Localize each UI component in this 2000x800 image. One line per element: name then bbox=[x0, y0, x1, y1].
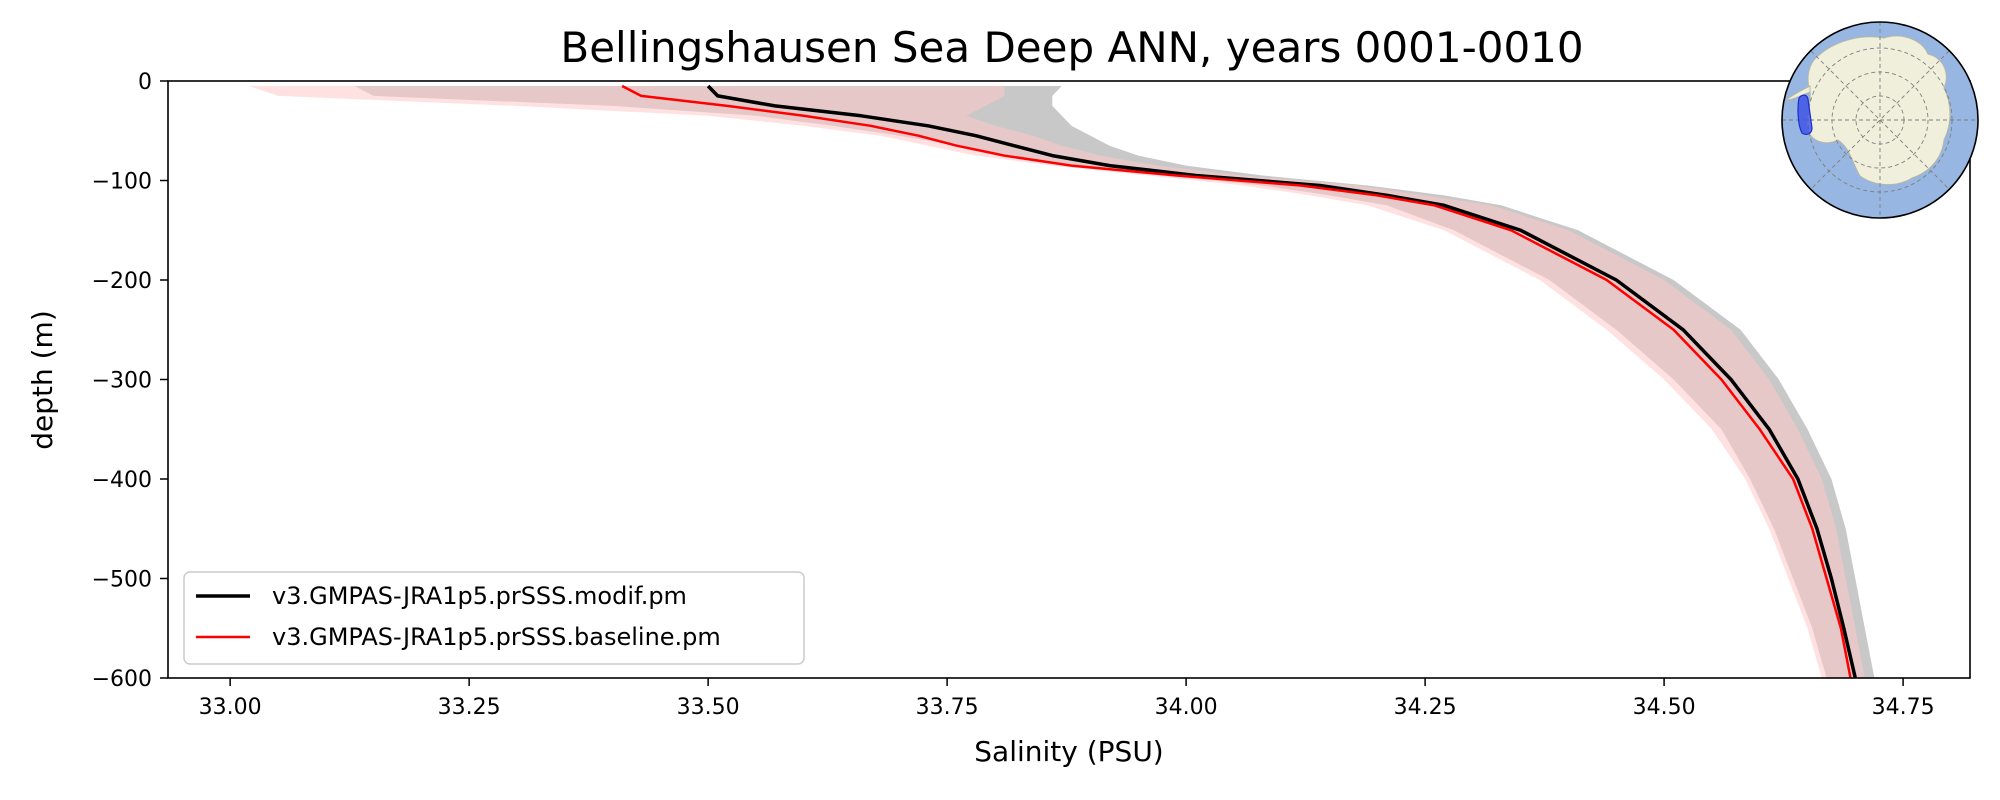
series-lines bbox=[621, 84, 1858, 678]
chart-title: Bellingshausen Sea Deep ANN, years 0001-… bbox=[560, 23, 1583, 72]
graticule bbox=[1782, 22, 1978, 218]
y-tick-label: −100 bbox=[92, 170, 152, 195]
x-axis-ticks: 33.00 33.25 33.50 33.75 34.00 34.25 34.50 34.75 bbox=[199, 678, 1935, 720]
legend-box bbox=[183, 571, 805, 665]
y-axis-ticks: 0 −100 −200 −300 −400 −500 −600 bbox=[92, 70, 168, 692]
x-tick-label: 34.25 bbox=[1394, 695, 1457, 720]
legend-label-modif: v3.GMPAS-JRA1p5.prSSS.modif.pm bbox=[272, 582, 687, 610]
baseline-band bbox=[249, 86, 1865, 678]
legend-label-baseline: v3.GMPAS-JRA1p5.prSSS.baseline.pm bbox=[272, 623, 721, 651]
legend: v3.GMPAS-JRA1p5.prSSS.modif.pm v3.GMPAS-… bbox=[183, 571, 805, 665]
y-tick-label: −200 bbox=[92, 269, 152, 294]
y-tick-label: −500 bbox=[92, 568, 152, 593]
x-axis-title: Salinity (PSU) bbox=[974, 735, 1163, 768]
x-tick-label: 33.00 bbox=[199, 695, 262, 720]
y-tick-label: −600 bbox=[92, 667, 152, 692]
y-tick-label: 0 bbox=[138, 70, 152, 95]
y-tick-label: −300 bbox=[92, 369, 152, 394]
y-tick-label: −400 bbox=[92, 468, 152, 493]
x-tick-label: 34.75 bbox=[1872, 695, 1935, 720]
x-tick-label: 34.50 bbox=[1633, 695, 1696, 720]
x-tick-label: 33.75 bbox=[916, 695, 979, 720]
y-axis-title: depth (m) bbox=[26, 310, 59, 450]
x-tick-label: 34.00 bbox=[1155, 695, 1218, 720]
antarctica-region-map bbox=[1781, 21, 1979, 219]
bellingshausen-region-highlight bbox=[1797, 94, 1813, 135]
modif-line bbox=[706, 84, 1858, 678]
shaded-bands bbox=[249, 86, 1875, 678]
globe-outline bbox=[1781, 21, 1979, 219]
baseline-line bbox=[621, 84, 1852, 678]
x-tick-label: 33.50 bbox=[677, 695, 740, 720]
x-tick-label: 33.25 bbox=[438, 695, 501, 720]
